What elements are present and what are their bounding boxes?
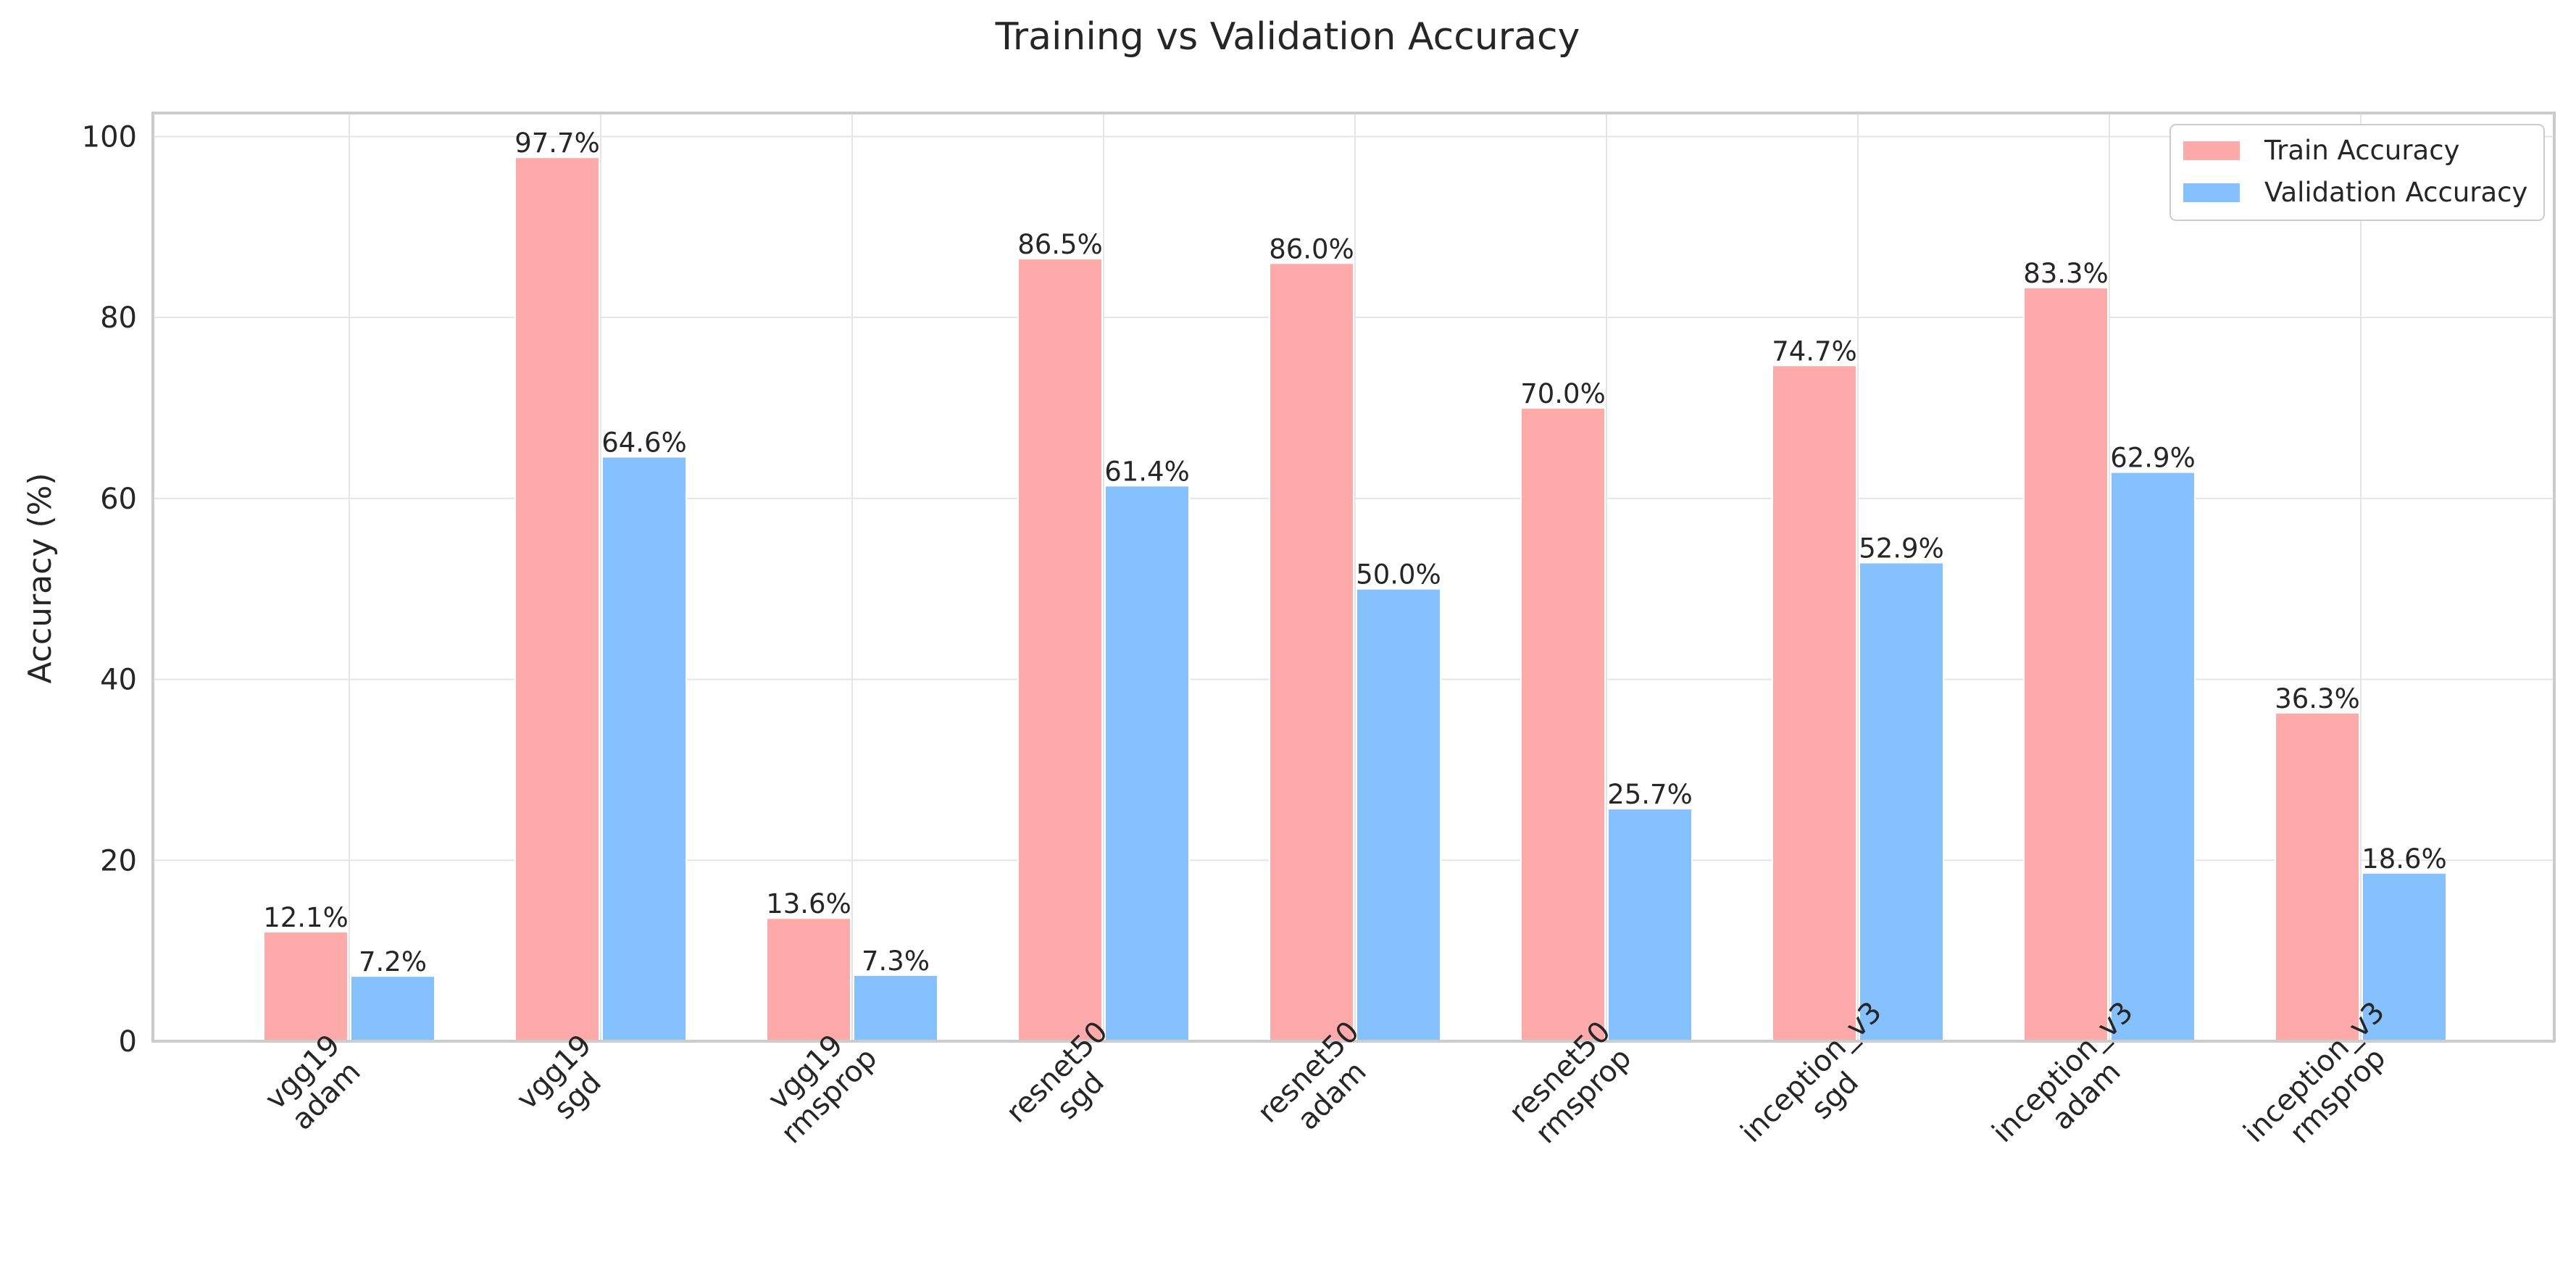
data-labels: 12.1% 97.7% 13.6% 86.5% 86.0% 70.0% 74.7% 83.3%…	[263, 128, 2447, 977]
validation-legend-swatch	[2183, 183, 2240, 202]
train-accuracy-bar	[2275, 712, 2360, 1042]
validation-accuracy-label: 62.9%	[2110, 443, 2196, 474]
train-accuracy-label: 86.5%	[1017, 229, 1103, 260]
y-tick-label: 0	[119, 1025, 137, 1059]
validation-accuracy-bar	[2362, 872, 2447, 1043]
train-accuracy-label: 74.7%	[1772, 335, 1857, 367]
validation-accuracy-label: 52.9%	[1859, 533, 1944, 564]
validation-accuracy-label: 64.6%	[601, 427, 687, 458]
chart-title: Training vs Validation Accuracy	[995, 15, 1580, 59]
train-accuracy-bar	[514, 157, 600, 1043]
validation-accuracy-label: 50.0%	[1356, 559, 1441, 591]
bars	[263, 157, 2447, 1043]
validation-accuracy-bar	[601, 456, 687, 1042]
validation-accuracy-bar	[350, 975, 435, 1042]
validation-accuracy-label: 61.4%	[1104, 456, 1190, 487]
train-accuracy-bar	[2023, 286, 2109, 1042]
train-legend-swatch	[2183, 141, 2240, 160]
validation-accuracy-bar	[1859, 562, 1944, 1042]
train-accuracy-label: 70.0%	[1520, 378, 1606, 409]
train-accuracy-bar	[1017, 258, 1103, 1042]
train-accuracy-label: 97.7%	[514, 128, 600, 159]
validation-accuracy-label: 7.3%	[862, 946, 930, 977]
y-tick-label: 20	[100, 844, 137, 877]
train-accuracy-bar	[766, 917, 851, 1043]
y-axis-ticks: 0 20 40 60 80 100	[82, 120, 137, 1059]
train-accuracy-label: 12.1%	[263, 902, 349, 933]
train-accuracy-label: 36.3%	[2275, 683, 2360, 714]
y-axis-label: Accuracy (%)	[22, 472, 59, 683]
train-accuracy-bar	[1772, 364, 1857, 1042]
y-tick-label: 40	[100, 664, 137, 697]
y-tick-label: 100	[82, 120, 137, 154]
y-tick-label: 80	[100, 301, 137, 335]
train-legend-label: Train Accuracy	[2264, 135, 2459, 166]
validation-accuracy-bar	[853, 974, 938, 1042]
train-accuracy-label: 86.0%	[1269, 233, 1354, 264]
validation-accuracy-bar	[1104, 485, 1190, 1042]
validation-accuracy-bar	[2110, 471, 2196, 1042]
validation-legend-label: Validation Accuracy	[2264, 177, 2527, 208]
y-tick-label: 60	[100, 483, 137, 516]
train-accuracy-bar	[263, 930, 349, 1042]
legend: Train Accuracy Validation Accuracy	[2169, 124, 2545, 221]
validation-accuracy-label: 25.7%	[1607, 779, 1693, 810]
validation-accuracy-label: 18.6%	[2362, 843, 2447, 875]
validation-accuracy-bar	[1607, 808, 1693, 1042]
train-accuracy-label: 83.3%	[2023, 258, 2109, 289]
plot-frame	[151, 112, 2556, 1043]
validation-accuracy-label: 7.2%	[359, 946, 427, 977]
train-accuracy-bar	[1269, 262, 1354, 1042]
train-accuracy-label: 13.6%	[766, 888, 851, 919]
validation-accuracy-bar	[1356, 588, 1441, 1042]
train-accuracy-bar	[1520, 407, 1606, 1042]
legend-box	[2169, 124, 2545, 221]
